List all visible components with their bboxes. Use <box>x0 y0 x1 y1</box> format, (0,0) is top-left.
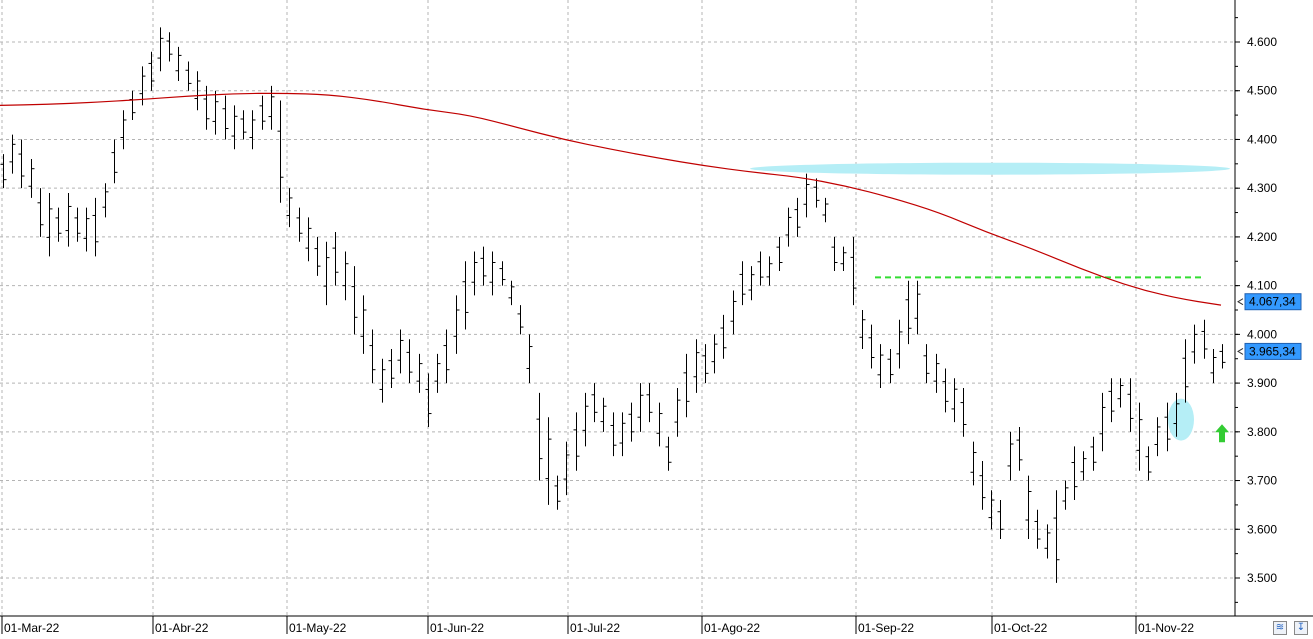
y-tick-label: 3.900 <box>1247 376 1277 390</box>
chart-annotations <box>750 162 1230 443</box>
ma-price-badge-bg <box>1244 293 1302 311</box>
ma-price-badge-label: 4.067,34 <box>1249 295 1296 309</box>
x-tick-label: 01-Abr-22 <box>155 621 209 635</box>
moving-average-line <box>0 92 1222 306</box>
chart-export-icon[interactable]: ↧ <box>1294 621 1308 635</box>
last-price-badge-pointer <box>1237 347 1244 355</box>
x-tick-label: 01-Sep-22 <box>858 621 914 635</box>
highlight-zone <box>750 162 1230 175</box>
last-price-badge-bg <box>1244 342 1302 360</box>
y-tick-label: 3.600 <box>1247 522 1277 536</box>
up-arrow-icon <box>1215 424 1229 443</box>
y-tick-label: 3.500 <box>1247 571 1277 585</box>
x-tick-label: 01-May-22 <box>289 621 347 635</box>
y-tick-label: 4.300 <box>1247 181 1277 195</box>
chart-settings-icon[interactable]: ≋ <box>1273 621 1287 635</box>
chart-grid <box>0 0 1235 616</box>
y-tick-label: 4.400 <box>1247 132 1277 146</box>
x-tick-label: 01-Nov-22 <box>1138 621 1194 635</box>
y-tick-label: 4.200 <box>1247 230 1277 244</box>
price-badges: 4.067,34 3.965,34 <box>1237 293 1302 360</box>
y-tick-label: 4.100 <box>1247 279 1277 293</box>
x-tick-label: 01-Oct-22 <box>994 621 1048 635</box>
x-tick-label: 01-Ago-22 <box>704 621 760 635</box>
moving-average-layer <box>0 92 1222 306</box>
x-tick-label: 01-Mar-22 <box>4 621 60 635</box>
x-tick-label: 01-Jul-22 <box>570 621 620 635</box>
y-tick-label: 4.000 <box>1247 327 1277 341</box>
last-price-badge-label: 3.965,34 <box>1249 344 1296 358</box>
y-tick-label: 3.800 <box>1247 425 1277 439</box>
highlight-dot <box>1168 398 1194 441</box>
x-tick-label: 01-Jun-22 <box>430 621 484 635</box>
y-tick-label: 4.500 <box>1247 84 1277 98</box>
ma-price-badge-pointer <box>1237 298 1244 306</box>
y-tick-label: 4.600 <box>1247 35 1277 49</box>
ohlc-bars <box>0 27 1226 583</box>
y-tick-label: 3.700 <box>1247 474 1277 488</box>
